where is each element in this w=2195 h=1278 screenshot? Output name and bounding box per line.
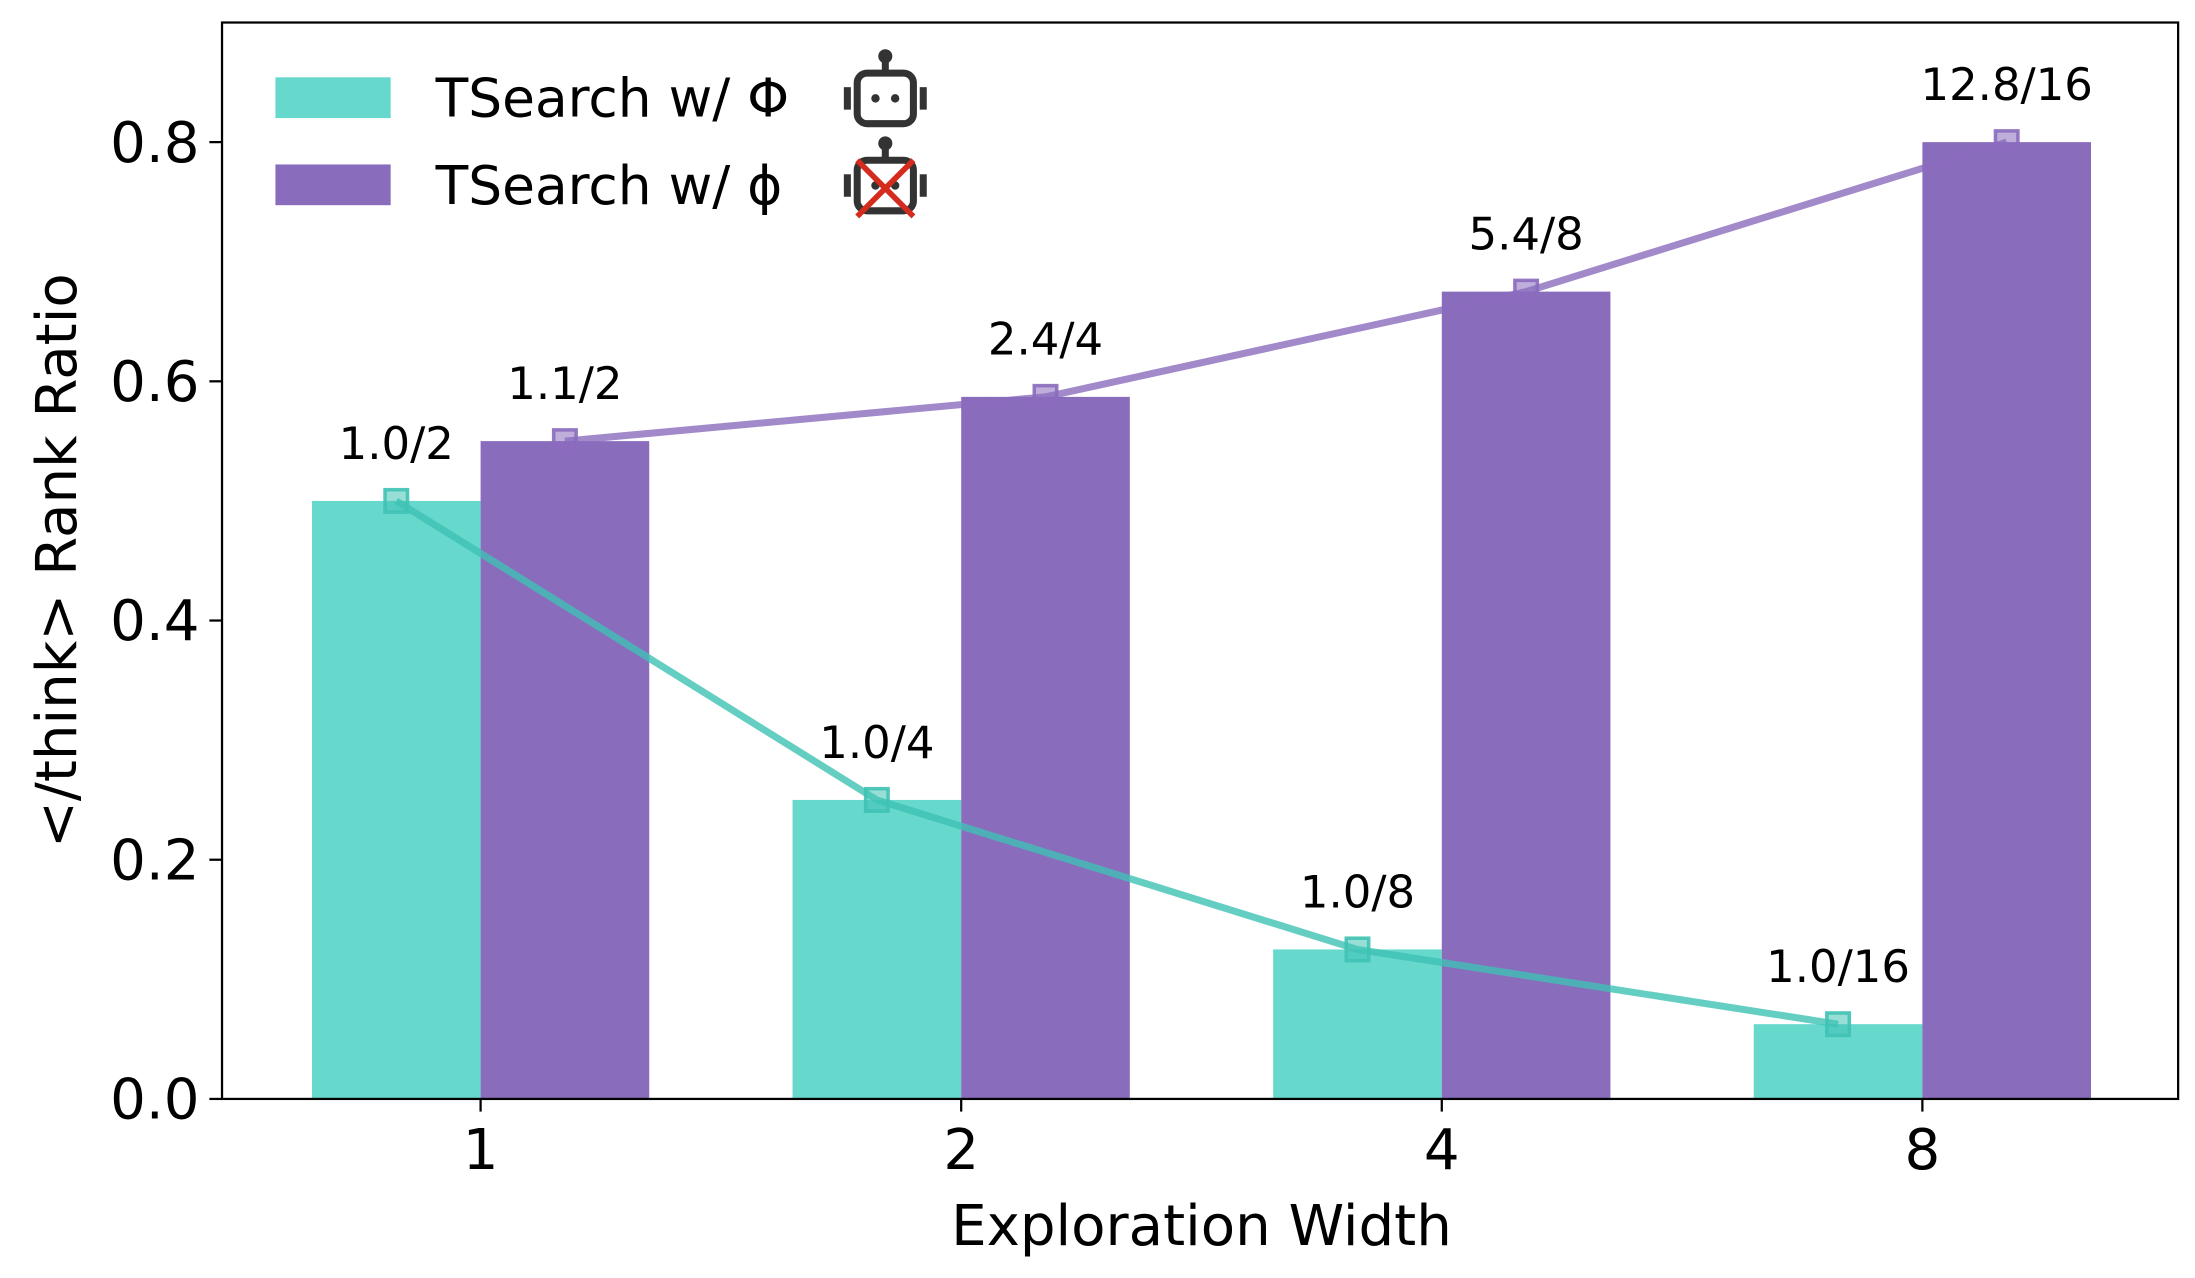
robot-icon-crossed: [843, 136, 927, 219]
marker: [1032, 383, 1059, 410]
robot-icon: [843, 49, 927, 128]
legend-label: TSearch w/ Φ: [435, 67, 790, 130]
bar: [961, 396, 1130, 1099]
legend-swatch: [275, 77, 391, 119]
y-tick-label: 0.8: [110, 111, 199, 176]
trend-line: [394, 497, 1839, 1028]
value-label: 1.0/2: [339, 417, 454, 470]
y-tick-label: 0.0: [110, 1068, 199, 1133]
value-label: 1.0/16: [1766, 940, 1910, 993]
y-tick-label: 0.4: [110, 589, 199, 654]
value-label: 5.4/8: [1468, 207, 1583, 260]
y-tick-label: 0.2: [110, 828, 199, 893]
marker: [1825, 1011, 1852, 1038]
y-axis-label: </think> Rank Ratio: [25, 273, 90, 848]
x-axis-label: Exploration Width: [951, 1194, 1452, 1259]
x-tick-label: 8: [1905, 1118, 1941, 1183]
bar: [792, 799, 962, 1099]
marker: [863, 786, 890, 813]
marker: [551, 428, 578, 455]
y-tick-label: 0.6: [110, 350, 199, 415]
bar: [311, 500, 481, 1099]
bar: [480, 441, 650, 1099]
marker: [383, 487, 410, 514]
marker: [1344, 936, 1371, 963]
plot-area: 1.0/2 1.0/4 1.0/8 1.0/16 1.1/2 2.4/4 5.4/8 12.8…: [311, 58, 2093, 1099]
axes-frame: [220, 21, 2180, 1101]
value-label: 12.8/16: [1920, 58, 2092, 111]
bar: [1922, 142, 2092, 1099]
value-label: 1.0/4: [819, 716, 934, 769]
value-label: 2.4/4: [988, 313, 1103, 366]
x-tick-label: 1: [463, 1118, 499, 1183]
trend-line: [564, 138, 2008, 445]
value-label: 1.1/2: [507, 357, 622, 410]
bar: [1273, 949, 1442, 1099]
marker: [1993, 129, 2020, 156]
x-tick-label: 4: [1424, 1118, 1460, 1183]
legend-label: TSearch w/ ϕ: [435, 154, 783, 217]
x-tick-label: 2: [943, 1118, 979, 1183]
legend-swatch: [275, 164, 391, 206]
value-label: 1.0/8: [1300, 865, 1415, 918]
marker: [1513, 278, 1540, 305]
legend: TSearch w/ Φ TSearch w/ ϕ: [275, 49, 927, 219]
